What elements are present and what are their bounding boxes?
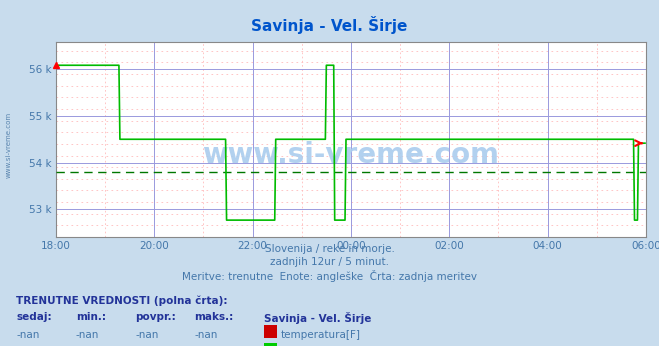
Text: Slovenija / reke in morje.: Slovenija / reke in morje. — [264, 244, 395, 254]
Text: min.:: min.: — [76, 312, 106, 322]
Text: maks.:: maks.: — [194, 312, 234, 322]
Text: -nan: -nan — [135, 330, 158, 340]
Text: temperatura[F]: temperatura[F] — [281, 330, 360, 340]
Text: -nan: -nan — [194, 330, 217, 340]
Text: zadnjih 12ur / 5 minut.: zadnjih 12ur / 5 minut. — [270, 257, 389, 267]
Text: -nan: -nan — [16, 330, 40, 340]
Text: www.si-vreme.com: www.si-vreme.com — [5, 112, 12, 179]
Text: sedaj:: sedaj: — [16, 312, 52, 322]
Text: Savinja - Vel. Širje: Savinja - Vel. Širje — [251, 16, 408, 34]
Text: Meritve: trenutne  Enote: angleške  Črta: zadnja meritev: Meritve: trenutne Enote: angleške Črta: … — [182, 270, 477, 282]
Text: -nan: -nan — [76, 330, 99, 340]
Text: povpr.:: povpr.: — [135, 312, 176, 322]
Text: www.si-vreme.com: www.si-vreme.com — [202, 141, 500, 169]
Text: Savinja - Vel. Širje: Savinja - Vel. Širje — [264, 312, 371, 325]
Text: TRENUTNE VREDNOSTI (polna črta):: TRENUTNE VREDNOSTI (polna črta): — [16, 296, 228, 306]
